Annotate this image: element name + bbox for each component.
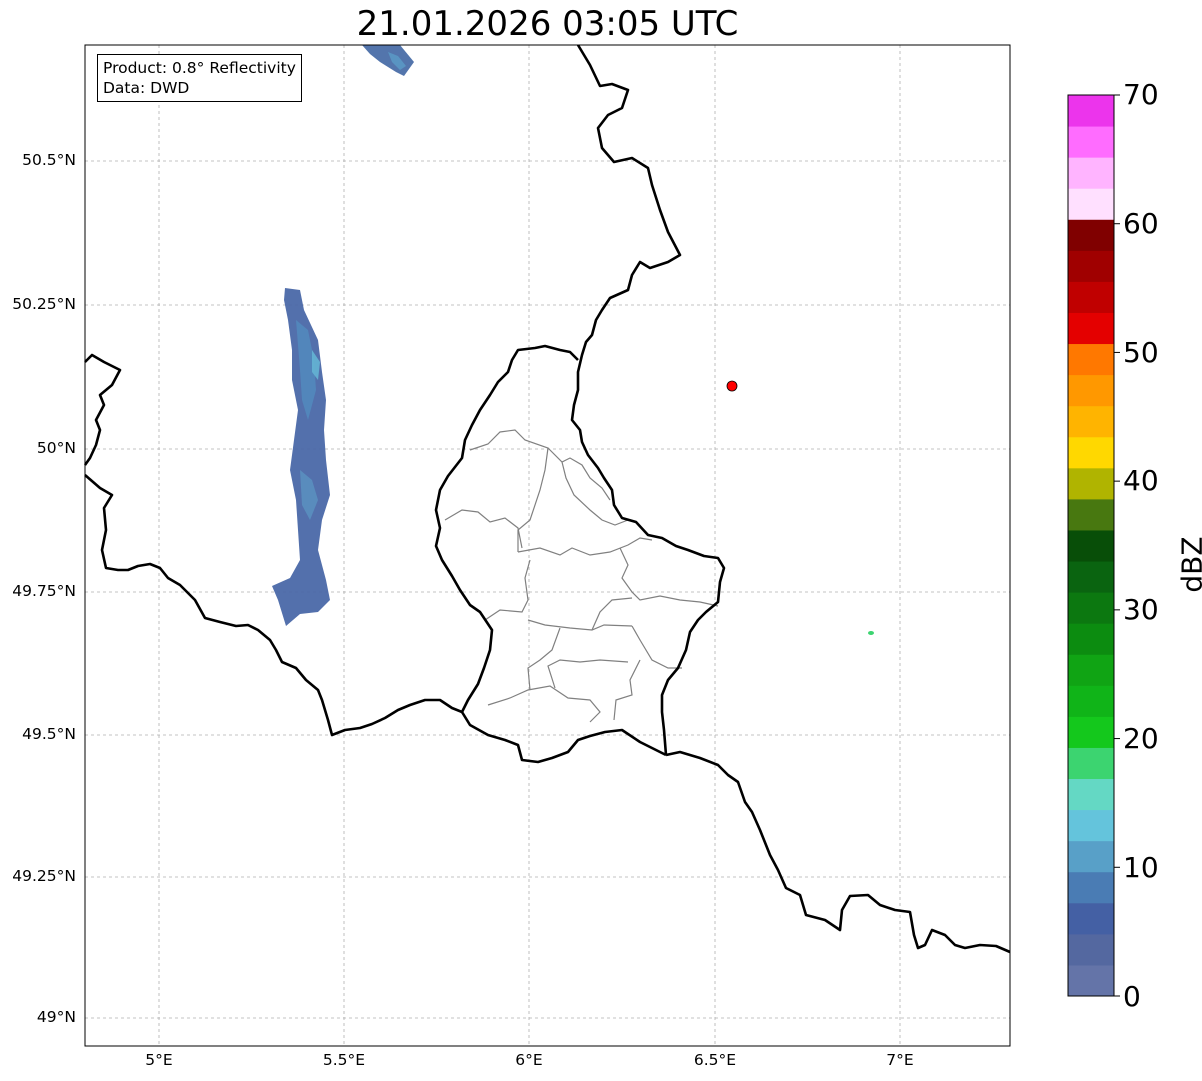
colorbar-tick-70: 70: [1123, 78, 1159, 111]
colorbar-segment: [1068, 250, 1114, 282]
lat-label-49: 49°N: [36, 1008, 76, 1026]
colorbar-segment: [1068, 126, 1114, 158]
colorbar-segment: [1068, 219, 1114, 251]
colorbar-segment: [1068, 405, 1114, 438]
colorbar-segment: [1068, 561, 1114, 593]
colorbar-segment: [1068, 281, 1114, 313]
plot-frame: [84, 44, 1011, 1047]
radar-station-marker: [726, 380, 738, 392]
colorbar-segment: [1068, 685, 1114, 717]
lat-label-49.5: 49.5°N: [22, 725, 76, 743]
colorbar-segment: [1068, 933, 1114, 966]
colorbar-segment: [1068, 654, 1114, 686]
lat-label-50.5: 50.5°N: [22, 151, 76, 169]
product-label: Product: 0.8° Reflectivity: [103, 59, 296, 77]
colorbar-tick-30: 30: [1123, 593, 1159, 626]
colorbar-segment: [1068, 312, 1114, 345]
lon-label-5: 5°E: [145, 1051, 173, 1069]
colorbar-segment: [1068, 716, 1114, 748]
map-title: 21.01.2026 03:05 UTC: [356, 4, 739, 44]
graticule: [85, 45, 1010, 1046]
colorbar-segment: [1068, 964, 1114, 997]
colorbar-tick-40: 40: [1123, 464, 1159, 497]
colorbar-segment: [1068, 498, 1114, 531]
colorbar-segment: [1068, 902, 1114, 935]
lon-label-6.5: 6.5°E: [693, 1051, 737, 1069]
colorbar-segment: [1068, 592, 1114, 624]
lon-label-6: 6°E: [515, 1051, 543, 1069]
colorbar-segment: [1068, 809, 1114, 842]
lon-label-7: 7°E: [886, 1051, 914, 1069]
lat-label-49.75: 49.75°N: [12, 582, 76, 600]
colorbar-segment: [1068, 623, 1114, 655]
colorbar-segment: [1068, 840, 1114, 873]
colorbar-tick-20: 20: [1123, 722, 1159, 755]
colorbar-frame: [1067, 94, 1115, 997]
data-source-label: Data: DWD: [103, 79, 190, 97]
echo-top: [362, 45, 414, 76]
colorbar-unit-label: dBZ: [1175, 536, 1202, 593]
country-borders: [83, 44, 1011, 954]
colorbar-segment: [1068, 436, 1114, 469]
product-info-box: Product: 0.8° Reflectivity Data: DWD: [97, 54, 302, 102]
colorbar-tick-10: 10: [1123, 851, 1159, 884]
colorbar-segment: [1068, 747, 1114, 780]
colorbar-segment: [1068, 871, 1114, 904]
lat-label-50: 50°N: [36, 439, 76, 457]
colorbar-tick-0: 0: [1123, 980, 1141, 1013]
colorbar-segment: [1068, 374, 1114, 407]
colorbar-tick-60: 60: [1123, 207, 1159, 240]
echo-east: [868, 631, 874, 635]
colorbar: [1067, 94, 1120, 997]
lat-label-50.25: 50.25°N: [12, 295, 76, 313]
district-borders: [444, 429, 719, 723]
colorbar-segment: [1068, 95, 1114, 127]
colorbar-tick-50: 50: [1123, 336, 1159, 369]
radar-echoes: [272, 45, 874, 635]
colorbar-segment: [1068, 529, 1114, 562]
colorbar-segment: [1068, 467, 1114, 500]
colorbar-segment: [1068, 778, 1114, 811]
lon-label-5.5: 5.5°E: [322, 1051, 366, 1069]
colorbar-segment: [1068, 157, 1114, 189]
colorbar-segment: [1068, 343, 1114, 376]
colorbar-segment: [1068, 188, 1114, 220]
lat-label-49.25: 49.25°N: [12, 867, 76, 885]
